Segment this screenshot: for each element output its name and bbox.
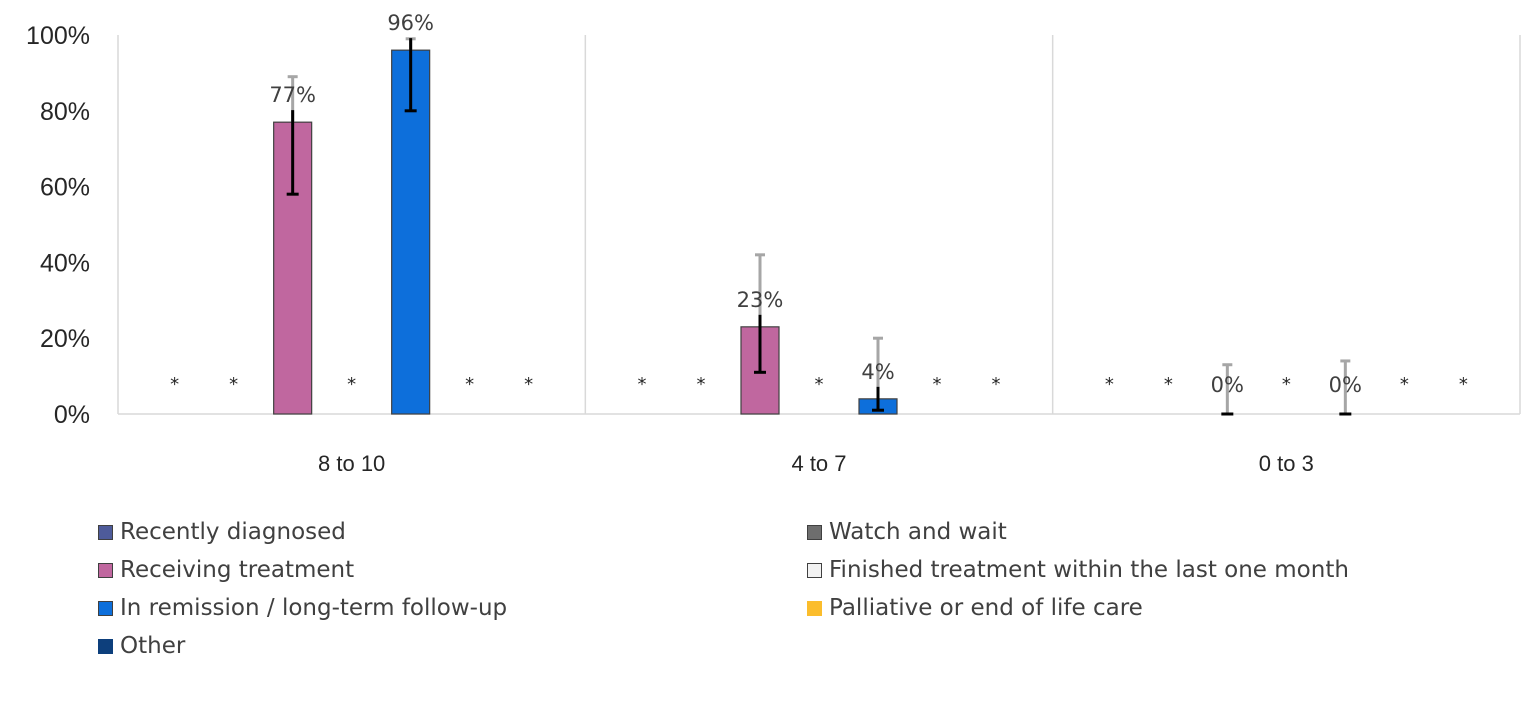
data-label: 23% xyxy=(737,288,784,312)
data-label: 0% xyxy=(1329,373,1362,397)
suppressed-marker: * xyxy=(992,374,1001,395)
suppressed-marker: * xyxy=(1459,374,1468,395)
legend-label: Receiving treatment xyxy=(120,557,355,583)
suppressed-marker: * xyxy=(1400,374,1409,395)
legend-label: Recently diagnosed xyxy=(120,519,346,545)
suppressed-marker: * xyxy=(1282,374,1291,395)
suppressed-marker: * xyxy=(933,374,942,395)
data-label: 96% xyxy=(387,11,434,35)
legend-item: In remission / long-term follow-up xyxy=(98,588,507,628)
legend-swatch xyxy=(807,562,822,578)
legend-swatch xyxy=(98,638,113,654)
legend-label: Finished treatment within the last one m… xyxy=(829,557,1349,583)
legend-swatch xyxy=(807,524,822,540)
suppressed-marker: * xyxy=(524,374,533,395)
y-tick-label: 80% xyxy=(40,98,90,126)
bar-chart: 0% 20% 40% 60% 80% 100% 8 to 10 4 to 7 0 to 3 * * 7… xyxy=(26,11,1521,476)
legend-item: Receiving treatment xyxy=(98,550,354,590)
data-label: 0% xyxy=(1211,373,1244,397)
legend-label: Palliative or end of life care xyxy=(829,595,1143,621)
legend-label: Watch and wait xyxy=(829,519,1007,545)
legend-label: Other xyxy=(120,633,186,659)
legend-item: Other xyxy=(98,626,185,666)
legend-label: In remission / long-term follow-up xyxy=(120,595,508,621)
suppressed-marker: * xyxy=(465,374,474,395)
x-category-label: 0 to 3 xyxy=(1259,451,1314,476)
data-label: 4% xyxy=(861,360,894,384)
suppressed-marker: * xyxy=(347,374,356,395)
data-label: 77% xyxy=(269,83,316,107)
suppressed-marker: * xyxy=(170,374,179,395)
y-tick-label: 60% xyxy=(40,174,90,202)
y-tick-label: 0% xyxy=(54,401,90,429)
legend-item: Recently diagnosed xyxy=(98,512,346,552)
legend-swatch xyxy=(98,562,113,578)
suppressed-marker: * xyxy=(229,374,238,395)
legend-item: Finished treatment within the last one m… xyxy=(807,550,1349,590)
x-category-label: 4 to 7 xyxy=(791,451,846,476)
suppressed-marker: * xyxy=(815,374,824,395)
y-tick-label: 100% xyxy=(26,22,90,50)
suppressed-marker: * xyxy=(1105,374,1114,395)
legend-item: Watch and wait xyxy=(807,512,1007,552)
y-tick-label: 40% xyxy=(40,249,90,277)
legend-swatch xyxy=(807,600,822,616)
y-tick-label: 20% xyxy=(40,325,90,353)
legend-swatch xyxy=(98,600,113,616)
suppressed-marker: * xyxy=(697,374,706,395)
suppressed-marker: * xyxy=(1164,374,1173,395)
legend-item: Palliative or end of life care xyxy=(807,588,1143,628)
x-category-label: 8 to 10 xyxy=(318,451,385,476)
legend-swatch xyxy=(98,524,113,540)
suppressed-marker: * xyxy=(638,374,647,395)
